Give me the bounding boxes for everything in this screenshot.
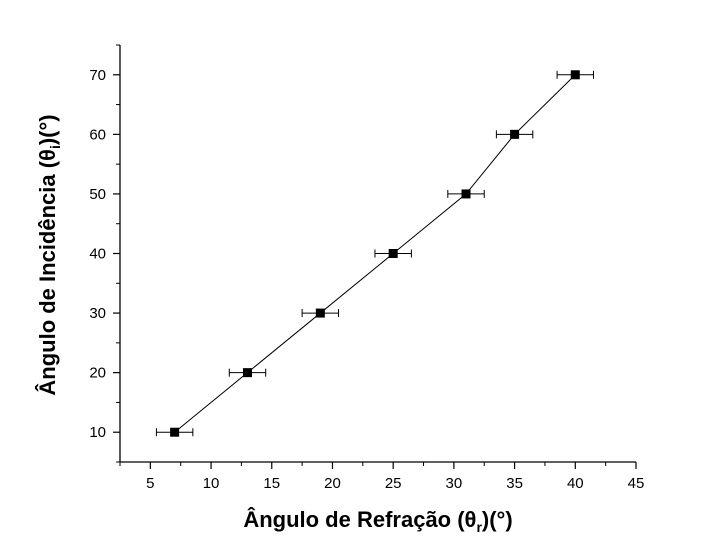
x-tick-label: 25	[385, 475, 402, 492]
data-point	[570, 70, 580, 80]
y-axis: 10 20 30 40 50 60 70	[89, 44, 121, 463]
y-tick-label: 50	[89, 186, 106, 203]
x-tick-label: 5	[146, 475, 154, 492]
x-axis-title-main: Ângulo de Refração (θ	[243, 507, 476, 532]
data-point	[315, 308, 325, 318]
data-point	[461, 189, 471, 199]
data-point	[242, 368, 252, 378]
y-tick-label: 60	[89, 126, 106, 143]
y-tick-label: 20	[89, 365, 106, 382]
x-axis-title-subscript: r	[476, 519, 482, 535]
x-tick-label: 20	[324, 475, 341, 492]
x-tick-label: 30	[446, 475, 463, 492]
y-axis-title-main: Ângulo de Incidência (θ	[35, 149, 60, 396]
y-axis-title-subscript: i	[47, 145, 63, 149]
x-axis: 5 10 15 20 25 30 35 40 45	[119, 461, 645, 492]
x-tick-label: 45	[628, 475, 645, 492]
x-tick-label: 35	[506, 475, 523, 492]
error-bars	[155, 70, 595, 437]
y-axis-title-tail: )(°)	[35, 114, 60, 145]
x-tick-label: 15	[263, 475, 280, 492]
x-tick-label: 10	[203, 475, 220, 492]
data-point	[170, 427, 180, 437]
y-tick-label: 70	[89, 67, 106, 84]
data-point	[388, 249, 398, 258]
x-axis-title-tail: )(°)	[482, 507, 513, 532]
x-axis-title: Ângulo de Refração (θr)(°)	[243, 507, 512, 535]
data-point	[510, 129, 520, 139]
x-tick-label: 40	[567, 475, 584, 492]
y-axis-title: Ângulo de Incidência (θi)(°)	[35, 114, 63, 395]
y-tick-label: 10	[89, 424, 106, 441]
y-tick-label: 30	[89, 305, 106, 322]
y-tick-label: 40	[89, 246, 106, 263]
data-points	[170, 70, 580, 437]
